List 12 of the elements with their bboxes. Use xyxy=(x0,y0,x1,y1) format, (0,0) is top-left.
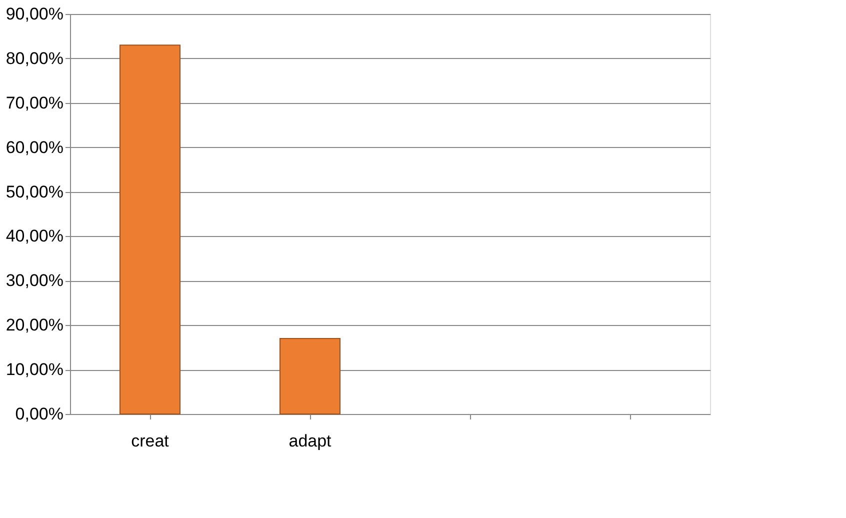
y-tick-label: 90,00% xyxy=(6,4,64,24)
y-tick-label: 30,00% xyxy=(6,271,64,290)
x-tick-label: creat xyxy=(131,432,170,450)
y-tick-label: 50,00% xyxy=(6,182,64,202)
y-tick-label: 0,00% xyxy=(15,404,64,424)
y-tick-label: 40,00% xyxy=(6,226,64,246)
y-tick-label: 60,00% xyxy=(6,138,64,157)
y-tick-label: 80,00% xyxy=(6,48,64,68)
y-tick-label: 20,00% xyxy=(6,316,64,335)
y-tick-label: 70,00% xyxy=(6,93,64,112)
x-tick-label: adapt xyxy=(288,432,332,450)
y-tick-label: 10,00% xyxy=(6,360,64,380)
